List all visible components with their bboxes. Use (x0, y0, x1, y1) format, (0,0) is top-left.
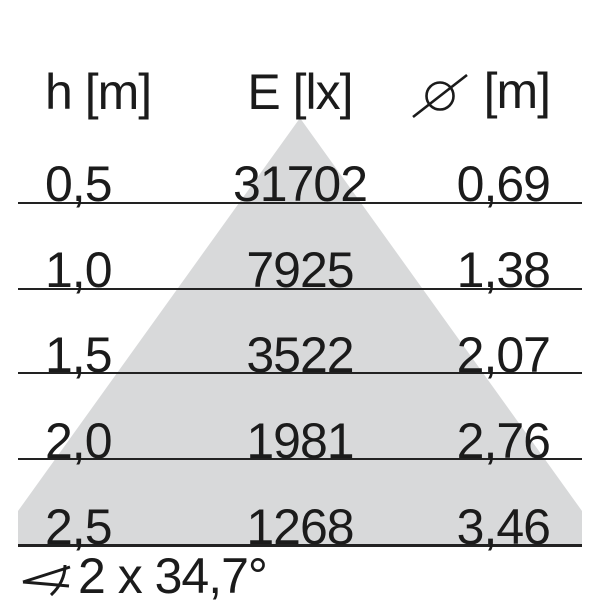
row-divider (18, 372, 582, 374)
header-illuminance: E [lx] (247, 64, 353, 120)
row-illuminance: 7925 (246, 242, 354, 298)
header-diameter-unit: [m] (483, 63, 551, 119)
cone-shape (18, 118, 582, 547)
row-divider (18, 458, 582, 460)
row-diameter: 1,38 (456, 242, 551, 298)
header-height: h [m] (45, 64, 152, 120)
row-divider (18, 544, 582, 547)
row-illuminance: 1981 (246, 413, 354, 469)
diameter-icon (411, 74, 468, 119)
row-height: 2,0 (45, 413, 113, 469)
row-diameter: 3,46 (456, 499, 551, 555)
row-height: 1,5 (45, 327, 113, 383)
row-illuminance: 1268 (246, 499, 354, 555)
row-diameter: 2,76 (456, 413, 551, 469)
row-height: 2,5 (45, 499, 113, 555)
row-divider (18, 202, 582, 204)
row-height: 1,0 (45, 242, 113, 298)
beam-angle-label: 2 x 34,7° (78, 548, 268, 600)
row-illuminance: 3522 (246, 327, 354, 383)
row-height: 0,5 (45, 156, 113, 212)
row-diameter: 2,07 (456, 327, 551, 383)
row-illuminance: 31702 (232, 156, 368, 212)
angle-icon (22, 564, 71, 597)
header-diameter: [m] (411, 63, 551, 119)
row-divider (18, 288, 582, 290)
row-diameter: 0,69 (456, 156, 551, 212)
